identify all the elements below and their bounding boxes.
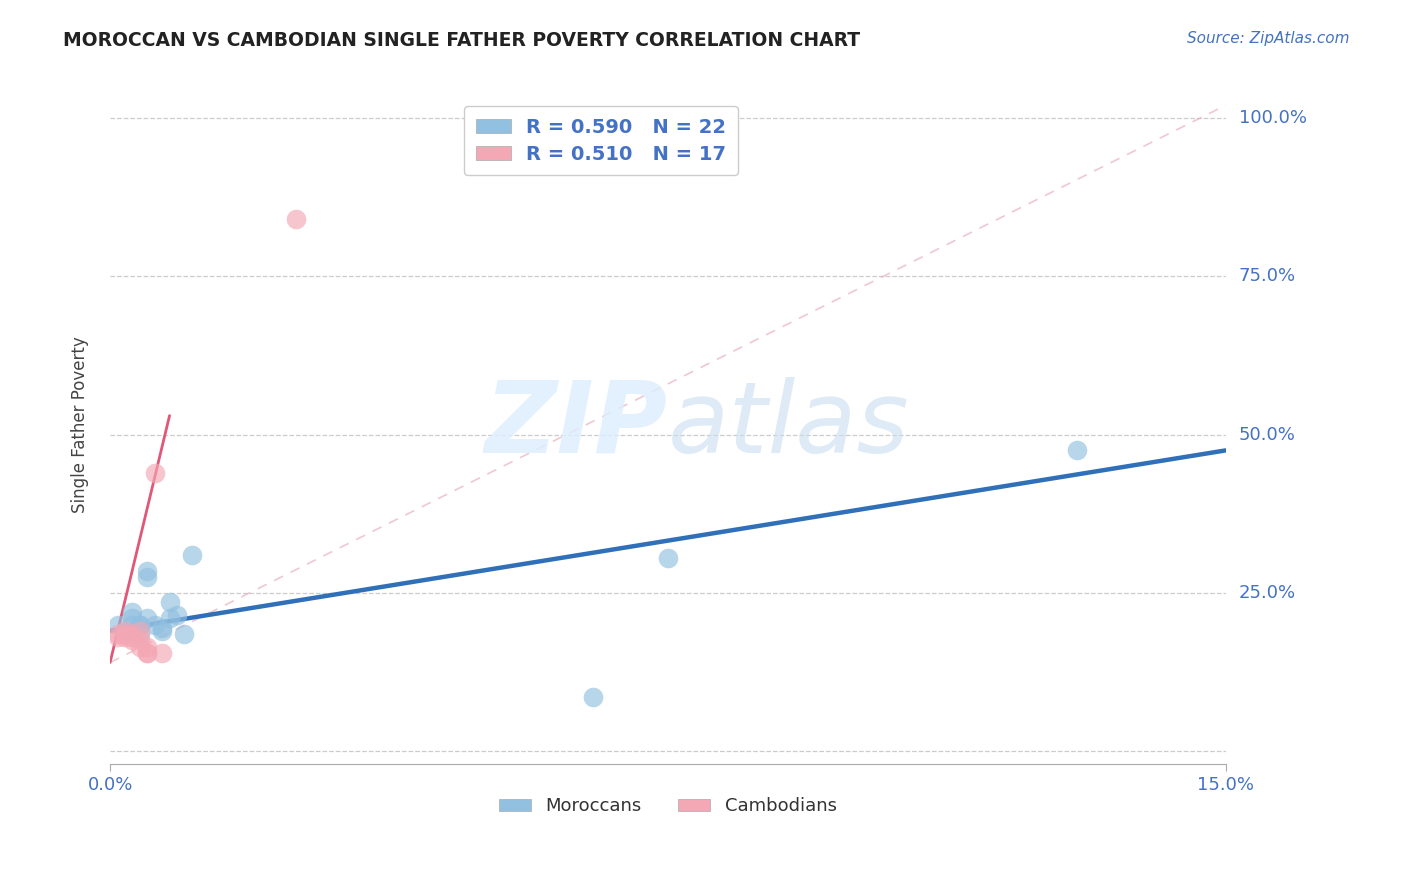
Point: [143, 617, 166, 632]
Point: [143, 466, 166, 480]
Point: [121, 617, 143, 632]
Point: [136, 564, 159, 578]
Point: [107, 617, 129, 632]
Point: [150, 621, 173, 635]
Point: [128, 633, 150, 648]
Text: 100.0%: 100.0%: [1239, 109, 1308, 127]
Point: [1066, 443, 1088, 458]
Point: [128, 640, 150, 654]
Point: [121, 605, 143, 619]
Text: 25.0%: 25.0%: [1239, 584, 1296, 602]
Point: [107, 627, 129, 641]
Text: 50.0%: 50.0%: [1239, 425, 1296, 443]
Point: [166, 608, 188, 623]
Point: [150, 646, 173, 660]
Point: [121, 611, 143, 625]
Point: [128, 624, 150, 638]
Text: 75.0%: 75.0%: [1239, 268, 1296, 285]
Y-axis label: Single Father Poverty: Single Father Poverty: [72, 336, 89, 514]
Text: ZIP: ZIP: [485, 376, 668, 474]
Text: MOROCCAN VS CAMBODIAN SINGLE FATHER POVERTY CORRELATION CHART: MOROCCAN VS CAMBODIAN SINGLE FATHER POVE…: [63, 31, 860, 50]
Point: [159, 611, 181, 625]
Text: atlas: atlas: [668, 376, 910, 474]
Point: [121, 633, 143, 648]
Text: Source: ZipAtlas.com: Source: ZipAtlas.com: [1187, 31, 1350, 46]
Point: [173, 627, 195, 641]
Point: [114, 624, 136, 638]
Point: [114, 627, 136, 641]
Point: [121, 630, 143, 644]
Point: [136, 640, 159, 654]
Point: [150, 624, 173, 638]
Point: [128, 627, 150, 641]
Point: [121, 627, 143, 641]
Point: [136, 646, 159, 660]
Point: [285, 212, 308, 227]
Point: [136, 646, 159, 660]
Legend: Moroccans, Cambodians: Moroccans, Cambodians: [492, 790, 844, 822]
Point: [136, 570, 159, 584]
Point: [114, 630, 136, 644]
Point: [128, 617, 150, 632]
Point: [657, 551, 679, 566]
Point: [582, 690, 605, 705]
Point: [114, 624, 136, 638]
Point: [136, 611, 159, 625]
Point: [128, 617, 150, 632]
Point: [180, 548, 202, 562]
Point: [159, 595, 181, 609]
Point: [107, 630, 129, 644]
